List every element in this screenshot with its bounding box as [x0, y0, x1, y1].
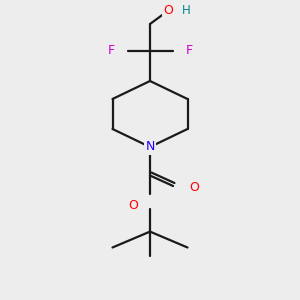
Text: F: F [185, 44, 193, 58]
Text: O: O [163, 4, 173, 17]
Text: H: H [182, 4, 190, 17]
Text: N: N [145, 140, 155, 154]
Text: O: O [129, 199, 138, 212]
Text: O: O [189, 181, 199, 194]
Text: F: F [107, 44, 115, 58]
